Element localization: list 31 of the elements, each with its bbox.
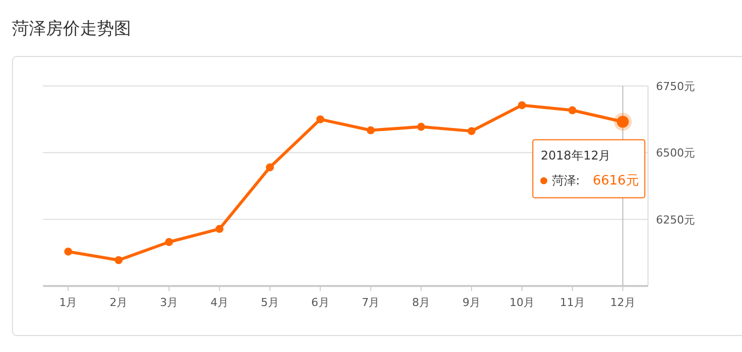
x-tick-label: 5月 [260,296,279,309]
x-tick-label: 9月 [462,296,481,309]
x-tick-label: 6月 [311,296,330,309]
point [266,163,274,172]
legend-label: 菏泽: [552,174,580,188]
point [114,256,123,264]
x-tick-label: 2月 [110,296,128,309]
point [366,126,375,134]
legend: 菏泽: [540,174,580,188]
point [215,224,224,233]
x-tick-label: 1月 [59,296,78,309]
point [316,115,324,124]
x-tick-label: 8月 [412,296,430,309]
point [568,106,576,114]
x-tick-label: 3月 [160,296,178,309]
y-tick-label: 6250元 [656,213,695,226]
y-tick-label: 6750元 [656,80,695,93]
point [417,122,426,131]
x-tick-label: 4月 [210,296,228,309]
annotation: 2018年12月 [540,148,611,163]
x-tick-label: 12月 [610,296,636,309]
point [165,238,174,246]
x-tick-label: 10月 [509,296,534,309]
x-tick-label: 7月 [362,296,380,309]
chart-title: 菏泽房价走势图 [12,19,131,39]
x-tick-label: 11月 [560,296,585,309]
point [468,127,476,136]
point [518,101,526,110]
y-tick-label: 6500元 [656,146,695,160]
point [64,248,72,256]
annotation: 6616元 [592,174,639,189]
